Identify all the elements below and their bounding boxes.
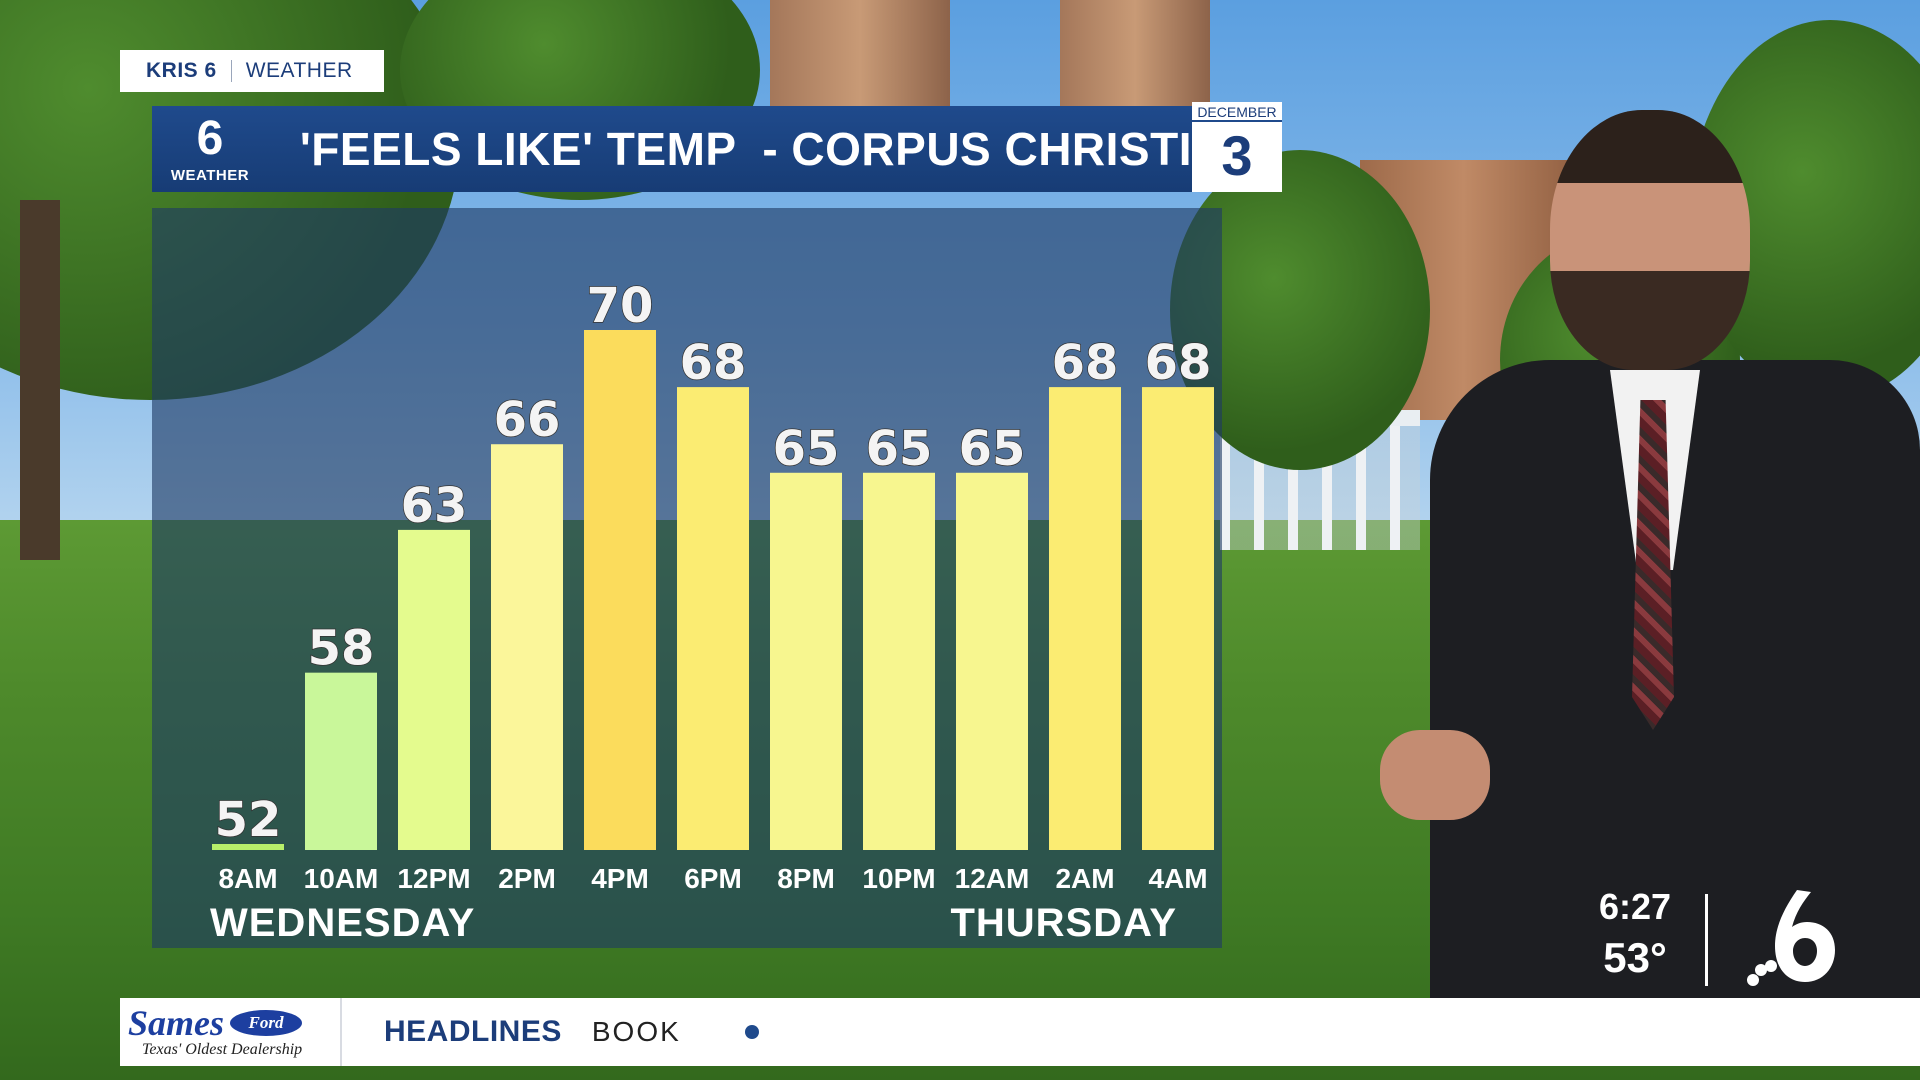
nbc-peacock-6-icon (1747, 890, 1835, 986)
bar-value-label: 68 (1145, 335, 1212, 391)
title-bar: 6 WEATHER 'FEELS LIKE' TEMP - CORPUS CHR… (152, 106, 1192, 192)
date-day: 3 (1221, 124, 1253, 187)
weather-logo-number: 6 (196, 111, 224, 165)
news-ticker: Sames Ford Texas' Oldest Dealership HEAD… (120, 998, 1920, 1066)
x-tick-label: 2PM (498, 863, 556, 894)
sponsor-tagline: Texas' Oldest Dealership (142, 1041, 303, 1058)
day-label-thursday: THURSDAY (950, 901, 1177, 945)
presenter-head (1550, 110, 1750, 370)
x-tick-label: 8PM (777, 863, 835, 894)
feels-like-chart: 52 8AM 58 10AM 63 12PM 66 2PM 70 4PM 68 6PM 65 8PM 65 1… (152, 208, 1222, 948)
x-tick-label: 4PM (591, 863, 649, 894)
bar-value-label: 52 (215, 792, 282, 848)
x-tick-label: 12PM (397, 863, 470, 894)
bar-value-label: 58 (308, 621, 375, 677)
x-tick-label: 8AM (218, 863, 277, 894)
bar-2am (1049, 387, 1121, 850)
dot-icon (744, 1025, 759, 1039)
date-box: DECEMBER 3 (1192, 102, 1282, 192)
bar-4am (1142, 387, 1214, 850)
x-tick-label: 12AM (955, 863, 1030, 894)
bar-value-label: 68 (1052, 335, 1119, 391)
bar-value-label: 65 (866, 421, 933, 477)
bar-2pm (491, 444, 563, 850)
sponsor-name: Sames (128, 1003, 225, 1043)
bar-10am (305, 672, 377, 850)
bar-value-label: 68 (680, 335, 747, 391)
ticker-label: HEADLINES (384, 1015, 562, 1048)
sponsor-logo-top: Sames Ford (128, 1005, 340, 1041)
background-building (1060, 0, 1210, 110)
day-label-wednesday: WEDNESDAY (210, 901, 475, 945)
bar-12pm (398, 529, 470, 850)
presenter (1380, 110, 1920, 1000)
bar-value-label: 65 (959, 421, 1026, 477)
bar-10pm (863, 472, 935, 850)
current-temperature: 53° (1603, 934, 1667, 981)
graphic-title: 'FEELS LIKE' TEMP - CORPUS CHRISTI (299, 123, 1192, 175)
x-tick-label: 2AM (1055, 863, 1114, 894)
bar-12am (956, 472, 1028, 850)
station-section: WEATHER (245, 59, 353, 82)
bar-value-label: 65 (773, 421, 840, 477)
x-tick-label: 10AM (304, 863, 379, 894)
bar-value-label: 63 (401, 478, 468, 534)
bar-8am (212, 844, 284, 850)
presenter-tie (1632, 400, 1674, 730)
current-time: 6:27 (1598, 886, 1672, 927)
weather-logo: 6 WEATHER (152, 106, 268, 192)
background-tree-trunk (20, 200, 60, 560)
feels-like-bar-chart: 52 8AM 58 10AM 63 12PM 66 2PM 70 4PM 68 6PM 65 8PM 65 1… (210, 277, 1214, 945)
bar-4pm (584, 330, 656, 850)
bar-value-label: 66 (494, 392, 561, 448)
date-month: DECEMBER (1192, 102, 1282, 122)
sponsor-logo: Sames Ford Texas' Oldest Dealership (120, 998, 342, 1066)
x-tick-label: 10PM (862, 863, 935, 894)
weather-logo-label: WEATHER (170, 166, 250, 184)
sponsor-make-badge: Ford (230, 1010, 303, 1036)
ticker-text: BOOK (591, 1016, 681, 1047)
bar-value-label: 70 (587, 278, 654, 334)
x-tick-label: 4AM (1148, 863, 1207, 894)
station-brand: KRIS 6 (146, 59, 217, 82)
background-building (770, 0, 950, 110)
time-temp-bug: 6:27 53° (1585, 880, 1855, 1000)
presenter-hand (1380, 730, 1490, 820)
tab-divider (230, 60, 232, 82)
bug-divider (1705, 894, 1708, 986)
station-tab: KRIS 6 WEATHER (120, 50, 384, 92)
x-tick-label: 6PM (684, 863, 742, 894)
bar-6pm (677, 387, 749, 850)
bar-8pm (770, 472, 842, 850)
